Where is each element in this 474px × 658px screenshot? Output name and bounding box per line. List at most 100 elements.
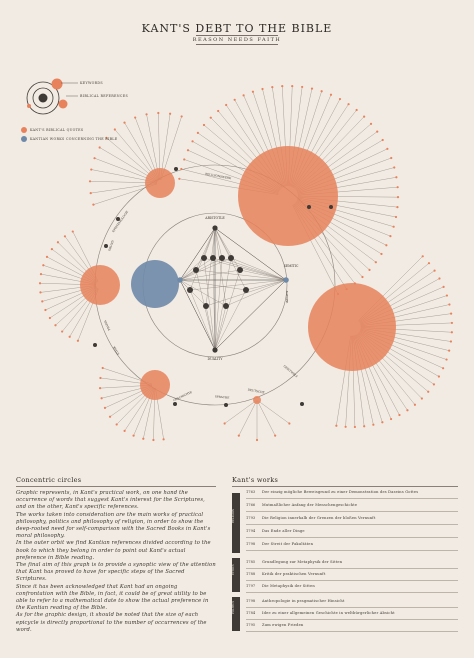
ring-label: PRAXIS bbox=[103, 320, 111, 332]
top-right-epicycle-ref-dot bbox=[291, 84, 294, 88]
keyword-node bbox=[223, 303, 229, 309]
right-epicycle-ref-dot bbox=[353, 425, 357, 429]
top-right-epicycle-ref-dot bbox=[183, 158, 186, 161]
network-edge bbox=[230, 257, 287, 281]
top-right-epicycle-ref-dot bbox=[385, 244, 388, 247]
network-edge bbox=[214, 227, 287, 281]
work-row: 1763 Der einzig mögliche Beweisgrund zu e… bbox=[232, 489, 458, 498]
top-right-epicycle-ref-dot bbox=[393, 166, 396, 169]
right-epicycle-ref-dot bbox=[413, 403, 417, 406]
epicycle-bubble bbox=[80, 265, 120, 305]
network-edge bbox=[179, 279, 216, 351]
right-epicycle-ref-dot bbox=[450, 331, 453, 334]
network-edge bbox=[179, 279, 207, 307]
bottom-epicycle-ref-dot bbox=[237, 434, 240, 437]
top-right-epicycle-ref-dot bbox=[271, 86, 274, 89]
work-row: 1798 Anthropologie in pragmatischer Hinsi… bbox=[232, 598, 458, 607]
quotes-legend-swatch bbox=[21, 127, 27, 133]
network-edge bbox=[212, 257, 287, 281]
legend-keywords: KEYWORDS bbox=[80, 81, 103, 85]
legend-orbit-icon bbox=[21, 78, 78, 142]
work-name: Der Streit der Fakultäten bbox=[262, 542, 314, 546]
top-right-epicycle-ref-dot bbox=[396, 206, 399, 209]
network-edge bbox=[203, 257, 216, 351]
right-epicycle-ref-dot bbox=[450, 312, 453, 315]
work-name: Kritik der praktischen Vernunft bbox=[262, 572, 326, 576]
top-right-epicycle-ref-dot bbox=[242, 94, 245, 97]
bottom-epicycle-spoke bbox=[224, 400, 257, 424]
left-epicycle-ref-dot bbox=[38, 282, 42, 285]
network-edge bbox=[214, 227, 227, 307]
works-group-bracket: POLITICS bbox=[232, 597, 240, 631]
keyword-node bbox=[283, 277, 289, 283]
left-epicycle-ref-dot bbox=[71, 230, 74, 233]
work-row: 1766 Mutmaßlicher Anfang der Menschengesc… bbox=[232, 502, 458, 511]
lower-left-epicycle-ref-dot bbox=[123, 429, 126, 432]
left-epicycle-ref-dot bbox=[39, 291, 42, 294]
right-epicycle-ref-dot bbox=[445, 358, 448, 361]
upper-left-epicycle-ref-dot bbox=[169, 112, 172, 115]
top-right-epicycle-ref-dot bbox=[392, 225, 395, 228]
top-right-epicycle-ref-dot bbox=[395, 176, 398, 179]
network-edge bbox=[212, 257, 216, 351]
left-epicycle-ref-dot bbox=[68, 335, 71, 338]
right-epicycle-ref-dot bbox=[448, 303, 451, 306]
keyword-node bbox=[228, 255, 234, 261]
left-epicycle-ref-dot bbox=[63, 235, 67, 238]
top-right-epicycle-ref-dot bbox=[301, 85, 304, 89]
network-edge bbox=[179, 227, 216, 281]
keyword-node bbox=[210, 255, 216, 261]
work-year: 1798 bbox=[246, 599, 256, 603]
keyword-node bbox=[177, 277, 183, 283]
work-year: 1788 bbox=[246, 572, 256, 576]
work-year: 1784 bbox=[246, 611, 256, 615]
work-name: Die Metaphysik der Sitten bbox=[262, 584, 315, 588]
network-edge bbox=[214, 289, 247, 351]
top-right-epicycle-ref-dot bbox=[202, 123, 206, 127]
lower-left-epicycle-ref-dot bbox=[98, 387, 102, 390]
lower-left-epicycle-ref-dot bbox=[152, 438, 155, 442]
legend-biblical-quotes: KANT'S BIBLICAL QUOTES bbox=[30, 128, 84, 132]
network-edge bbox=[195, 227, 216, 271]
top-right-epicycle-ref-dot bbox=[251, 90, 255, 93]
network-edge bbox=[205, 227, 216, 307]
network-edge bbox=[221, 257, 287, 281]
title-rule-top bbox=[196, 35, 278, 36]
work-row: 1793 Die Religion innerhalb der Grenzen d… bbox=[232, 515, 458, 524]
network-edge bbox=[203, 257, 287, 281]
right-epicycle-ref-dot bbox=[432, 383, 436, 386]
work-year: 1763 bbox=[246, 490, 256, 494]
work-year: 1798 bbox=[246, 542, 256, 546]
upper-left-epicycle-ref-dot bbox=[113, 128, 116, 131]
network-edge bbox=[179, 257, 223, 281]
keyword-node bbox=[203, 303, 209, 309]
work-year: 1793 bbox=[246, 516, 256, 520]
upper-left-epicycle-ref-dot bbox=[92, 203, 95, 206]
bottom-epicycle-ref-dot bbox=[255, 438, 259, 442]
top-right-epicycle-ref-dot bbox=[225, 103, 228, 107]
top-right-epicycle-ref-dot bbox=[191, 140, 194, 143]
left-epicycle-ref-dot bbox=[42, 264, 45, 267]
network-edge bbox=[203, 227, 216, 259]
page-subtitle: REASON NEEDS FAITH bbox=[192, 37, 282, 43]
works-bubble bbox=[131, 260, 179, 308]
right-epicycle-ref-dot bbox=[448, 349, 451, 352]
left-epicycle-ref-dot bbox=[39, 273, 43, 276]
right-epicycle-ref-dot bbox=[438, 277, 441, 280]
top-right-epicycle-ref-dot bbox=[376, 130, 379, 133]
top-right-epicycle-ref-dot bbox=[390, 156, 393, 160]
upper-left-epicycle-ref-dot bbox=[98, 146, 101, 149]
description-paragraph: In the outer orbit we find Kantian refer… bbox=[16, 540, 211, 561]
center-label: SEMITIC bbox=[284, 264, 299, 268]
epicycle-bubble bbox=[140, 370, 170, 400]
lower-left-epicycle-ref-dot bbox=[103, 406, 107, 409]
left-epicycle-ref-dot bbox=[61, 330, 64, 333]
keyword-node bbox=[212, 347, 218, 353]
description-paragraph: As for the graphic design, it should be … bbox=[16, 612, 207, 633]
left-epicycle-ref-dot bbox=[44, 308, 47, 312]
top-right-epicycle-ref-dot bbox=[209, 116, 212, 119]
top-right-epicycle-ref-dot bbox=[217, 109, 220, 113]
network-edge bbox=[179, 257, 232, 281]
upper-left-epicycle-ref-dot bbox=[105, 136, 108, 139]
bottom-epicycle-ref-dot bbox=[288, 422, 291, 425]
